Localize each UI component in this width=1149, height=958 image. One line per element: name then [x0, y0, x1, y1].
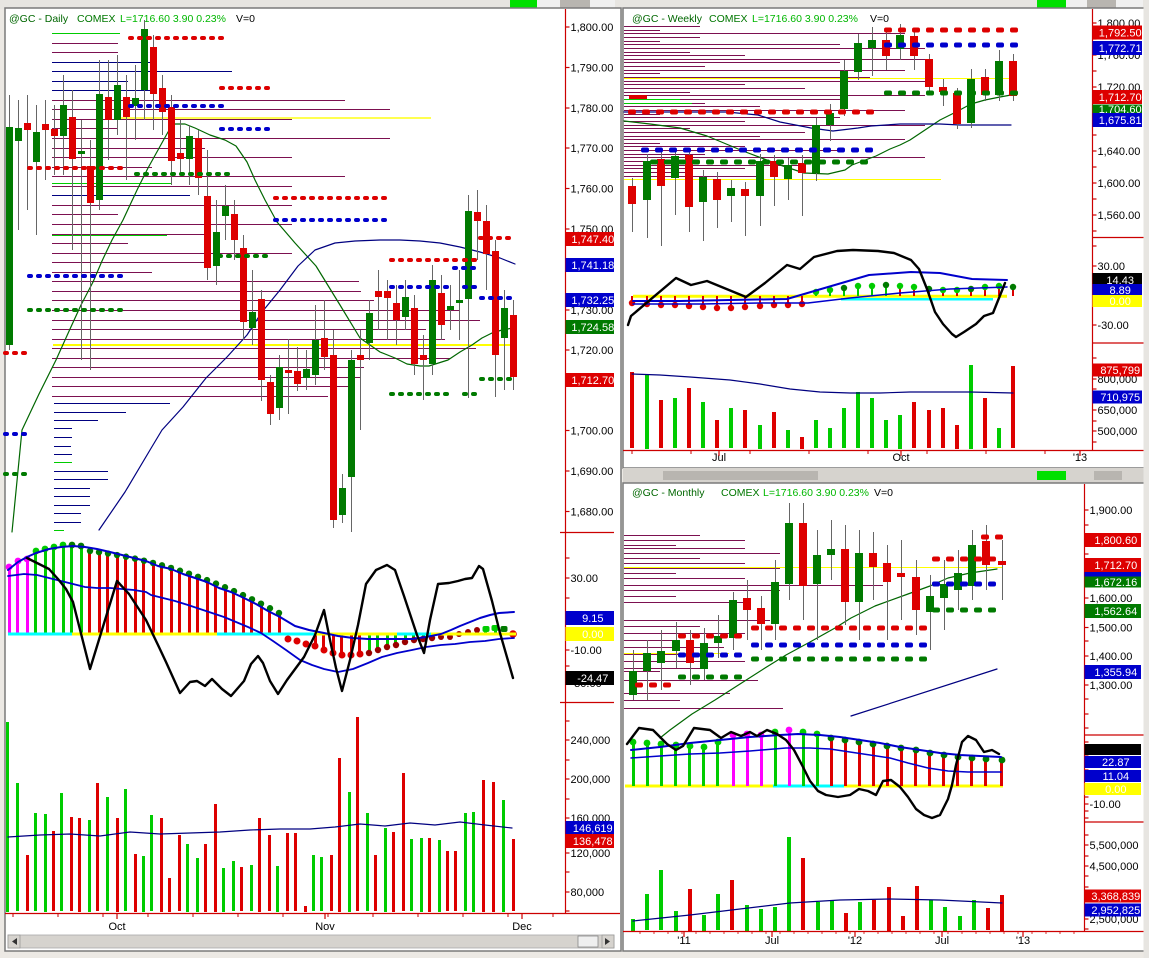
- svg-text:1,741.18: 1,741.18: [571, 260, 614, 272]
- svg-text:1,790.00: 1,790.00: [571, 63, 614, 75]
- svg-text:1,672.16: 1,672.16: [1094, 577, 1137, 589]
- svg-text:1,712.70: 1,712.70: [1094, 560, 1137, 572]
- svg-text:0.00: 0.00: [1109, 296, 1130, 308]
- svg-text:1,730.00: 1,730.00: [571, 305, 614, 317]
- svg-text:@GC - Monthly: @GC - Monthly: [632, 487, 705, 499]
- svg-text:@GC - Weekly: @GC - Weekly: [632, 13, 703, 25]
- svg-text:'13: '13: [1016, 935, 1030, 947]
- svg-text:5,500,000: 5,500,000: [1090, 840, 1139, 852]
- svg-text:9.15: 9.15: [582, 613, 603, 625]
- svg-text:30.00: 30.00: [1098, 261, 1126, 273]
- svg-text:1,900.00: 1,900.00: [1090, 505, 1133, 517]
- svg-text:V=0: V=0: [236, 13, 255, 25]
- svg-text:1,720.00: 1,720.00: [571, 345, 614, 357]
- svg-text:Jul: Jul: [712, 452, 726, 464]
- svg-text:'11: '11: [677, 935, 691, 947]
- svg-text:1,800.00: 1,800.00: [571, 22, 614, 34]
- svg-text:1,732.25: 1,732.25: [571, 295, 614, 307]
- svg-text:1,680.00: 1,680.00: [571, 507, 614, 519]
- svg-text:1,760.00: 1,760.00: [571, 184, 614, 196]
- svg-text:1,712.70: 1,712.70: [571, 375, 614, 387]
- svg-text:1,780.00: 1,780.00: [571, 103, 614, 115]
- svg-text:22.87: 22.87: [1102, 757, 1130, 769]
- svg-text:-24.47: -24.47: [577, 673, 608, 685]
- svg-text:0.00: 0.00: [1105, 784, 1126, 796]
- svg-text:@GC - Daily: @GC - Daily: [9, 13, 69, 25]
- svg-text:8.89: 8.89: [1109, 285, 1130, 297]
- svg-text:30.00: 30.00: [571, 573, 599, 585]
- svg-text:1,690.00: 1,690.00: [571, 466, 614, 478]
- svg-text:1,500.00: 1,500.00: [1090, 623, 1133, 635]
- svg-text:1,792.50: 1,792.50: [1099, 28, 1142, 40]
- svg-text:1,712.70: 1,712.70: [1099, 92, 1142, 104]
- svg-text:Nov: Nov: [315, 921, 335, 933]
- svg-text:1,355.94: 1,355.94: [1094, 667, 1137, 679]
- svg-text:136,478: 136,478: [573, 836, 613, 848]
- svg-text:650,000: 650,000: [1098, 405, 1138, 417]
- svg-text:875,799: 875,799: [1100, 365, 1140, 377]
- svg-text:710,975: 710,975: [1100, 392, 1140, 404]
- svg-text:11.04: 11.04: [1102, 771, 1129, 783]
- svg-text:1,675.81: 1,675.81: [1099, 115, 1142, 127]
- svg-text:240,000: 240,000: [571, 735, 611, 747]
- svg-text:'13: '13: [1073, 452, 1087, 464]
- svg-text:V=0: V=0: [870, 13, 889, 25]
- svg-text:L=1716.60 3.90 0.23%: L=1716.60 3.90 0.23%: [752, 13, 858, 25]
- svg-text:Oct: Oct: [892, 452, 909, 464]
- svg-text:COMEX: COMEX: [721, 487, 760, 499]
- svg-text:2,952,825: 2,952,825: [1091, 905, 1140, 917]
- svg-text:Dec: Dec: [512, 921, 532, 933]
- svg-text:1,800.60: 1,800.60: [1094, 535, 1137, 547]
- svg-text:800,000: 800,000: [1098, 374, 1138, 386]
- svg-text:L=1716.60 3.90 0.23%: L=1716.60 3.90 0.23%: [120, 13, 226, 25]
- svg-text:1,560.00: 1,560.00: [1098, 210, 1141, 222]
- svg-text:1,300.00: 1,300.00: [1090, 680, 1133, 692]
- svg-text:1,724.58: 1,724.58: [571, 322, 614, 334]
- svg-text:120,000: 120,000: [571, 848, 611, 860]
- svg-text:1,747.40: 1,747.40: [571, 234, 614, 246]
- svg-text:Jul: Jul: [765, 935, 779, 947]
- svg-text:1,600.00: 1,600.00: [1098, 178, 1141, 190]
- svg-text:1,772.71: 1,772.71: [1099, 43, 1142, 55]
- svg-text:200,000: 200,000: [571, 774, 611, 786]
- svg-text:Jul: Jul: [935, 935, 949, 947]
- svg-text:2,500,000: 2,500,000: [1090, 914, 1139, 926]
- svg-text:3,368,839: 3,368,839: [1091, 891, 1140, 903]
- svg-text:0.00: 0.00: [582, 629, 603, 641]
- svg-text:1,770.00: 1,770.00: [571, 143, 614, 155]
- svg-text:146,619: 146,619: [573, 823, 613, 835]
- svg-text:-30.00: -30.00: [1098, 320, 1129, 332]
- svg-text:-10.00: -10.00: [571, 645, 602, 657]
- svg-text:1,700.00: 1,700.00: [571, 426, 614, 438]
- svg-text:'12: '12: [848, 935, 862, 947]
- svg-text:1,600.00: 1,600.00: [1090, 593, 1133, 605]
- svg-text:Oct: Oct: [108, 921, 125, 933]
- svg-text:COMEX: COMEX: [709, 13, 748, 25]
- svg-text:4,500,000: 4,500,000: [1090, 861, 1139, 873]
- svg-text:1,640.00: 1,640.00: [1098, 146, 1141, 158]
- svg-text:V=0: V=0: [874, 487, 893, 499]
- svg-text:COMEX: COMEX: [77, 13, 116, 25]
- svg-text:1,562.64: 1,562.64: [1094, 606, 1137, 618]
- svg-text:80,000: 80,000: [571, 887, 605, 899]
- svg-text:1,400.00: 1,400.00: [1090, 651, 1133, 663]
- svg-text:500,000: 500,000: [1098, 426, 1138, 438]
- svg-text:L=1716.60 3.90 0.23%: L=1716.60 3.90 0.23%: [763, 487, 869, 499]
- svg-text:-10.00: -10.00: [1090, 799, 1121, 811]
